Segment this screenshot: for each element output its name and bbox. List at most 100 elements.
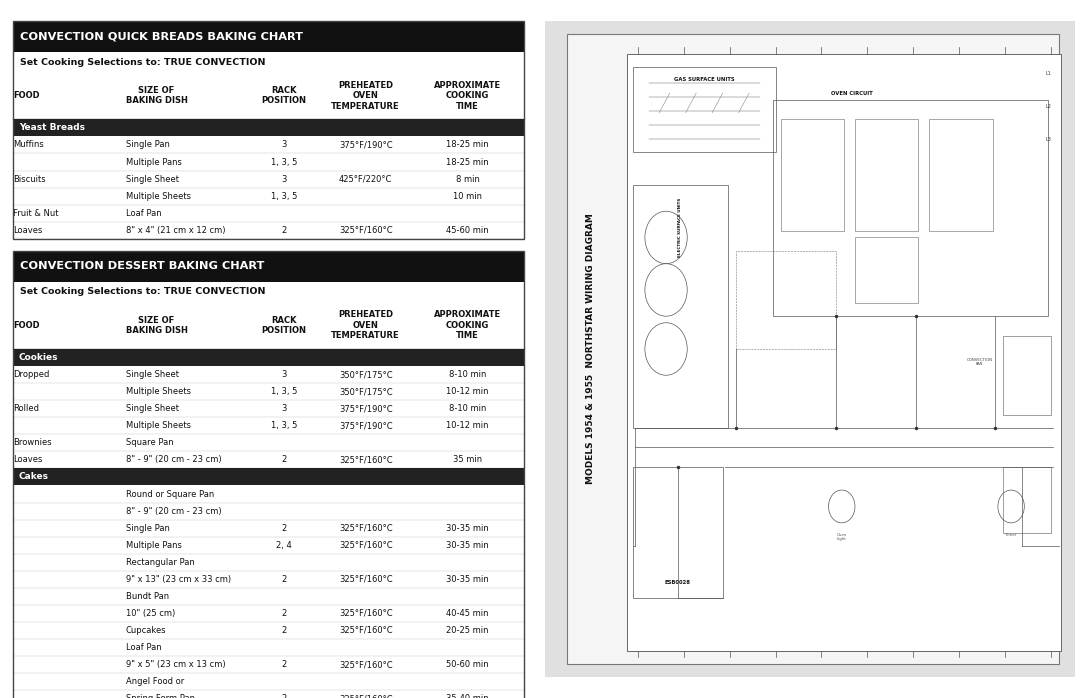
Bar: [13, 468, 524, 486]
Text: 1, 3, 5: 1, 3, 5: [271, 387, 297, 396]
Text: ESB0028: ESB0028: [664, 580, 691, 585]
Text: 8" - 9" (20 cm - 23 cm): 8" - 9" (20 cm - 23 cm): [125, 455, 221, 464]
Text: Single Pan: Single Pan: [125, 524, 170, 533]
Text: GAS SURFACE UNITS: GAS SURFACE UNITS: [674, 77, 734, 82]
Text: 325°F/160°C: 325°F/160°C: [339, 695, 392, 698]
Bar: [781, 119, 845, 231]
Text: 2: 2: [281, 455, 286, 464]
Text: SIZE OF
BAKING DISH: SIZE OF BAKING DISH: [125, 315, 188, 335]
Bar: [633, 67, 775, 152]
Text: 1, 3, 5: 1, 3, 5: [271, 158, 297, 167]
Text: Multiple Sheets: Multiple Sheets: [125, 192, 191, 200]
Text: L2: L2: [1045, 104, 1051, 109]
Text: 350°F/175°C: 350°F/175°C: [339, 370, 392, 379]
Text: Rectangular Pan: Rectangular Pan: [125, 558, 194, 567]
Text: 2: 2: [281, 524, 286, 533]
Text: FOOD: FOOD: [13, 321, 40, 330]
Text: Oven
Light: Oven Light: [837, 533, 847, 542]
Text: 375°F/190°C: 375°F/190°C: [339, 422, 392, 430]
Text: Angel Food or: Angel Food or: [125, 677, 184, 686]
Text: Muffins: Muffins: [13, 140, 44, 149]
Text: 8-10 min: 8-10 min: [449, 370, 486, 379]
Bar: [929, 119, 993, 231]
Text: Set Cooking Selections to: TRUE CONVECTION: Set Cooking Selections to: TRUE CONVECTI…: [19, 288, 266, 297]
Text: 350°F/175°C: 350°F/175°C: [339, 387, 392, 396]
Bar: [855, 119, 918, 231]
Text: Brownies: Brownies: [13, 438, 52, 447]
Text: RACK
POSITION: RACK POSITION: [261, 315, 307, 335]
Text: Cupcakes: Cupcakes: [125, 626, 166, 635]
Text: Dropped: Dropped: [13, 370, 50, 379]
Bar: [627, 54, 1062, 651]
Bar: [735, 251, 836, 349]
Text: 18-25 min: 18-25 min: [446, 158, 489, 167]
Text: 325°F/160°C: 325°F/160°C: [339, 455, 392, 464]
Text: 30-35 min: 30-35 min: [446, 541, 489, 550]
Text: 20-25 min: 20-25 min: [446, 626, 489, 635]
Text: PREHEATED
OVEN
TEMPERATURE: PREHEATED OVEN TEMPERATURE: [332, 311, 400, 341]
Text: 3: 3: [281, 174, 286, 184]
Text: MODELS 1954 & 1955  NORTHSTAR WIRING DIAGRAM: MODELS 1954 & 1955 NORTHSTAR WIRING DIAG…: [585, 214, 595, 484]
Text: Single Sheet: Single Sheet: [125, 404, 178, 413]
Bar: [13, 21, 524, 52]
Text: 8-10 min: 8-10 min: [449, 404, 486, 413]
Text: 8 min: 8 min: [456, 174, 480, 184]
Text: Loaf Pan: Loaf Pan: [125, 209, 161, 218]
Bar: [13, 119, 524, 136]
Text: 325°F/160°C: 325°F/160°C: [339, 626, 392, 635]
Text: Square Pan: Square Pan: [125, 438, 173, 447]
Text: PREHEATED
OVEN
TEMPERATURE: PREHEATED OVEN TEMPERATURE: [332, 81, 400, 111]
Bar: [1003, 336, 1051, 415]
Text: RACK
POSITION: RACK POSITION: [261, 86, 307, 105]
Text: Loaf Pan: Loaf Pan: [125, 643, 161, 652]
Text: 40-45 min: 40-45 min: [446, 609, 489, 618]
Text: 325°F/160°C: 325°F/160°C: [339, 225, 392, 235]
Text: ELECTRIC SURFACE UNITS: ELECTRIC SURFACE UNITS: [678, 198, 683, 258]
Text: Multiple Pans: Multiple Pans: [125, 158, 181, 167]
Text: Round or Square Pan: Round or Square Pan: [125, 489, 214, 498]
Text: 375°F/190°C: 375°F/190°C: [339, 140, 392, 149]
Text: Bundt Pan: Bundt Pan: [125, 592, 168, 601]
Text: 8" x 4" (21 cm x 12 cm): 8" x 4" (21 cm x 12 cm): [125, 225, 226, 235]
Text: SIZE OF
BAKING DISH: SIZE OF BAKING DISH: [125, 86, 188, 105]
Text: Spring Form Pan: Spring Form Pan: [125, 695, 194, 698]
Text: CONVECTION
FAN: CONVECTION FAN: [967, 358, 993, 366]
Text: 1, 3, 5: 1, 3, 5: [271, 422, 297, 430]
Text: 2, 4: 2, 4: [276, 541, 292, 550]
Text: 2: 2: [281, 574, 286, 584]
Bar: [633, 185, 728, 428]
Text: 3: 3: [281, 140, 286, 149]
Text: APPROXIMATE
COOKING
TIME: APPROXIMATE COOKING TIME: [434, 81, 501, 111]
Text: Multiple Pans: Multiple Pans: [125, 541, 181, 550]
Text: 9" x 13" (23 cm x 33 cm): 9" x 13" (23 cm x 33 cm): [125, 574, 231, 584]
Text: 3: 3: [281, 370, 286, 379]
Text: 325°F/160°C: 325°F/160°C: [339, 660, 392, 669]
Text: CONVECTION DESSERT BAKING CHART: CONVECTION DESSERT BAKING CHART: [19, 261, 265, 272]
Text: 2: 2: [281, 660, 286, 669]
Text: 30-35 min: 30-35 min: [446, 574, 489, 584]
Text: 10-12 min: 10-12 min: [446, 422, 489, 430]
Text: APPROXIMATE
COOKING
TIME: APPROXIMATE COOKING TIME: [434, 311, 501, 341]
Text: 325°F/160°C: 325°F/160°C: [339, 524, 392, 533]
Text: Cakes: Cakes: [18, 473, 49, 482]
Bar: [13, 21, 524, 239]
Text: L3: L3: [1045, 137, 1051, 142]
Text: 10 min: 10 min: [454, 192, 483, 200]
Text: 45-60 min: 45-60 min: [446, 225, 489, 235]
Text: 10-12 min: 10-12 min: [446, 387, 489, 396]
Bar: [773, 100, 1048, 316]
Text: 1, 3, 5: 1, 3, 5: [271, 192, 297, 200]
Text: 375°F/190°C: 375°F/190°C: [339, 404, 392, 413]
Text: Fruit & Nut: Fruit & Nut: [13, 209, 59, 218]
Text: Yeast Breads: Yeast Breads: [18, 124, 84, 133]
Text: 35-40 min: 35-40 min: [446, 695, 489, 698]
Text: CONVECTION QUICK BREADS BAKING CHART: CONVECTION QUICK BREADS BAKING CHART: [19, 31, 302, 42]
Text: 9" x 5" (23 cm x 13 cm): 9" x 5" (23 cm x 13 cm): [125, 660, 226, 669]
Text: Set Cooking Selections to: TRUE CONVECTION: Set Cooking Selections to: TRUE CONVECTI…: [19, 58, 266, 67]
Text: FOOD: FOOD: [13, 91, 40, 101]
Bar: [633, 467, 723, 598]
Text: 10" (25 cm): 10" (25 cm): [125, 609, 175, 618]
Text: 2: 2: [281, 695, 286, 698]
Bar: [13, 251, 524, 282]
Text: 2: 2: [281, 626, 286, 635]
